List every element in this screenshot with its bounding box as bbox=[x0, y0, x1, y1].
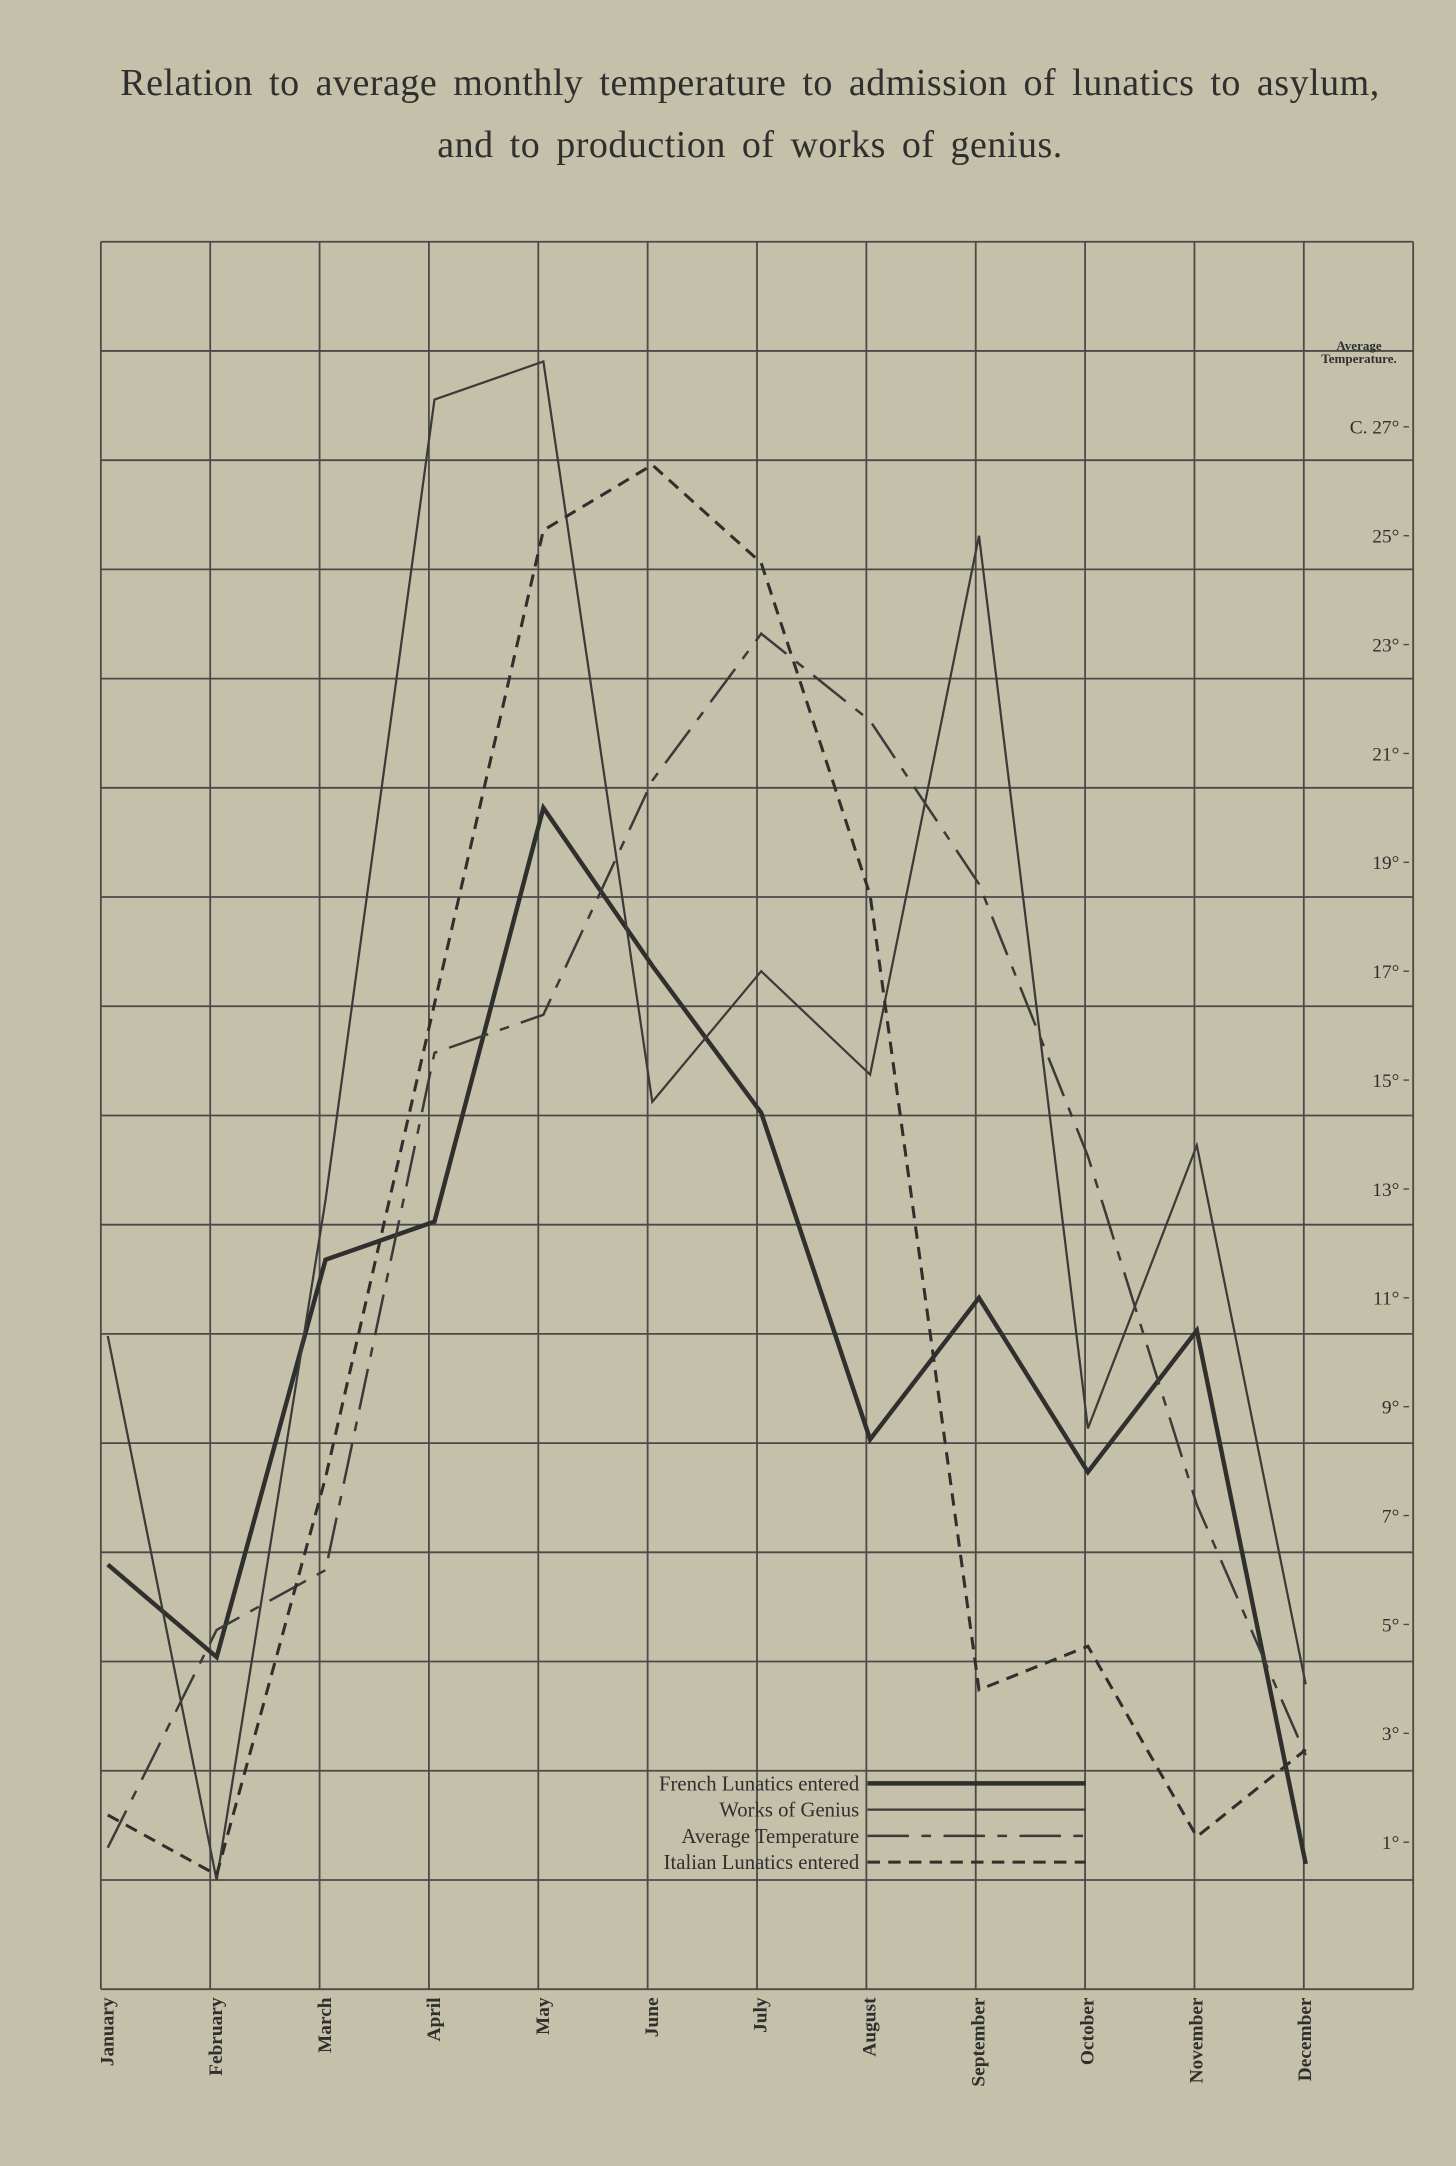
x-tick-label: June bbox=[642, 1997, 663, 2037]
chart-title: Relation to average monthly temperature … bbox=[120, 62, 1380, 166]
x-tick-label: September bbox=[969, 1997, 990, 2087]
legend-label: French Lunatics entered bbox=[659, 1773, 860, 1795]
y-tick-label: 25° bbox=[1372, 527, 1399, 548]
y-tick-label: 21° bbox=[1372, 744, 1399, 765]
x-tick-label: January bbox=[97, 1997, 118, 2066]
legend-label: Average Temperature bbox=[681, 1826, 859, 1848]
series-line bbox=[106, 360, 1307, 1881]
y-tick bbox=[1403, 1732, 1410, 1735]
y-tick bbox=[1403, 1297, 1410, 1299]
y-tick-label: 15° bbox=[1372, 1071, 1399, 1092]
x-tick-label: March bbox=[315, 1997, 336, 2053]
y-tick bbox=[1403, 535, 1410, 537]
y-tick bbox=[1403, 1841, 1410, 1843]
y-tick-label: 23° bbox=[1372, 635, 1399, 656]
series-line bbox=[106, 802, 1308, 1865]
y-tick bbox=[1403, 1514, 1410, 1517]
series-line bbox=[106, 631, 1307, 1849]
legend-label: Italian Lunatics entered bbox=[664, 1852, 860, 1874]
x-tick-label: December bbox=[1295, 1997, 1316, 2081]
y-tick-label: 3° bbox=[1382, 1724, 1399, 1745]
y-tick bbox=[1403, 643, 1410, 646]
y-tick bbox=[1403, 970, 1410, 972]
x-tick-label: October bbox=[1077, 1997, 1098, 2065]
y-tick-label: 7° bbox=[1382, 1506, 1399, 1527]
y-tick bbox=[1403, 1623, 1410, 1626]
x-tick-label: April bbox=[424, 1997, 445, 2042]
y-tick bbox=[1403, 861, 1410, 864]
x-tick-label: February bbox=[206, 1997, 227, 2076]
series-line bbox=[107, 463, 1307, 1878]
y-tick-label: 1° bbox=[1382, 1833, 1399, 1854]
x-tick-label: November bbox=[1186, 1997, 1207, 2083]
y-tick bbox=[1403, 1079, 1410, 1081]
y-tick-label: 11° bbox=[1373, 1289, 1399, 1310]
y-tick-label: C. 27° bbox=[1350, 418, 1400, 439]
y-tick-label: 5° bbox=[1382, 1615, 1399, 1636]
x-tick-label: August bbox=[860, 1997, 881, 2057]
y-tick bbox=[1403, 752, 1410, 755]
y-tick bbox=[1403, 1406, 1410, 1408]
y-tick bbox=[1403, 426, 1410, 428]
legend-label: Works of Genius bbox=[719, 1800, 859, 1822]
y-tick-label: 17° bbox=[1372, 962, 1399, 983]
legend: French Lunatics entered Works of Genius Av… bbox=[659, 1773, 1086, 1874]
y-tick-label: 13° bbox=[1372, 1180, 1399, 1201]
y-tick-label: 9° bbox=[1382, 1398, 1399, 1419]
y-tick bbox=[1403, 1188, 1410, 1190]
y-axis-label: Average Temperature. bbox=[1321, 338, 1397, 366]
x-tick-label: May bbox=[533, 1997, 554, 2035]
y-tick-label: 19° bbox=[1372, 853, 1399, 874]
x-tick-label: July bbox=[751, 1997, 772, 2033]
